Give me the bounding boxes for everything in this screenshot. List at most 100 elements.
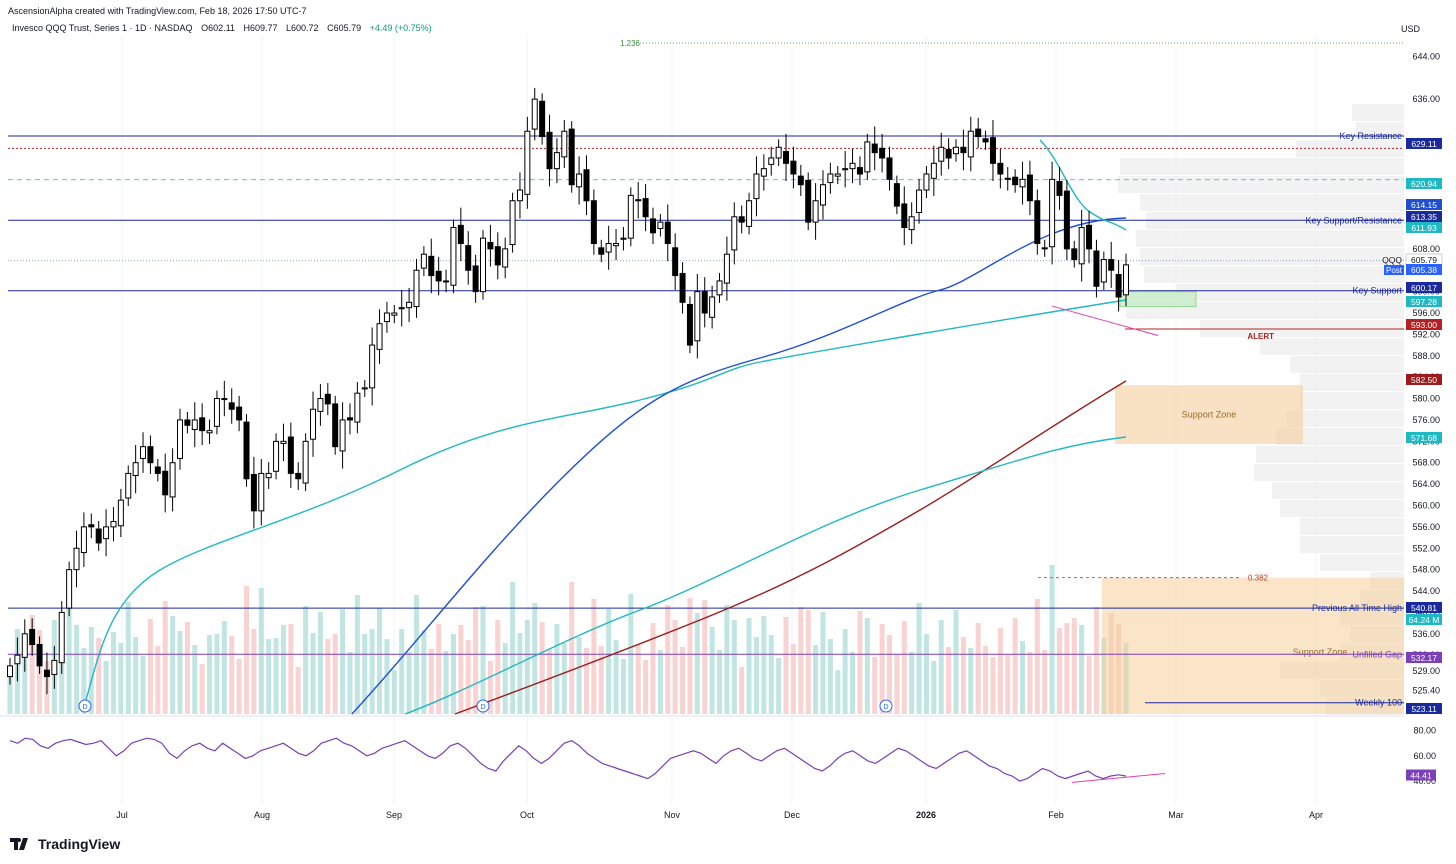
candle-body: [975, 128, 982, 138]
candle-body: [391, 312, 398, 316]
volume-bar: [266, 639, 272, 714]
volume-profile-bar: [1290, 356, 1404, 373]
volume-bar: [1071, 618, 1077, 714]
x-axis-tick-label: Feb: [1048, 810, 1064, 820]
volume-bar: [110, 632, 116, 714]
volume-bar: [657, 650, 663, 714]
ohlc-high: H609.77: [243, 23, 278, 33]
candle-body: [265, 472, 272, 479]
candle-body: [494, 246, 501, 266]
volume-bar: [133, 637, 139, 714]
price-axis-tick-label: 636.00: [1412, 94, 1440, 104]
candle-body: [428, 255, 435, 277]
sma100-line: [85, 299, 1127, 701]
symbol-name[interactable]: Invesco QQQ Trust, Series 1 · 1D · NASDA…: [12, 23, 193, 33]
volume-bar: [1056, 628, 1062, 714]
volume-bar: [539, 622, 545, 714]
price-axis-tick-label: 580.00: [1412, 394, 1440, 404]
support-zone-lower: [1102, 577, 1404, 714]
candle-body: [302, 440, 309, 484]
price-axis-tick-label: 529.00: [1412, 666, 1440, 676]
key-level-label: Key Support/Resistance: [1305, 215, 1402, 225]
candle-body: [273, 440, 280, 472]
volume-profile-bar: [1320, 554, 1404, 571]
candle-body: [849, 162, 856, 170]
price-axis-tick-label: 525.40: [1412, 685, 1440, 695]
volume-bar: [96, 638, 102, 714]
rsi-line: [9, 737, 1127, 782]
key-level-label: Weekly 100: [1355, 698, 1402, 708]
volume-bar: [450, 634, 456, 714]
volume-bar: [81, 648, 87, 714]
volume-bar: [739, 667, 745, 714]
candle-body: [783, 151, 790, 164]
tradingview-logo[interactable]: TradingView: [10, 836, 120, 852]
volume-profile-bar: [1286, 410, 1404, 427]
candle-body: [465, 245, 472, 271]
volume-bar: [340, 609, 346, 714]
volume-bar: [960, 637, 966, 714]
currency-label[interactable]: USD: [1400, 24, 1420, 34]
candle-body: [7, 665, 13, 678]
candle-body: [679, 272, 686, 303]
volume-bar: [192, 645, 198, 714]
candle-body: [768, 157, 775, 165]
support-zone-upper: [1115, 385, 1303, 445]
volume-bar: [850, 652, 856, 714]
volume-bar: [731, 620, 737, 714]
symbol-tag: QQQ: [1382, 255, 1402, 265]
candle-body: [88, 524, 95, 528]
candle-body: [132, 462, 139, 477]
price-axis-tick-label: 568.00: [1412, 458, 1440, 468]
volume-bar: [1027, 652, 1033, 714]
candle-body: [228, 402, 235, 410]
candle-body: [509, 200, 516, 246]
candle-body: [908, 216, 915, 231]
sma50-line: [351, 217, 1127, 715]
candle-body: [738, 216, 745, 223]
post-tag-box: [1384, 265, 1404, 275]
volume-bar: [502, 643, 508, 714]
volume-bar: [125, 602, 131, 714]
key-level-label: Key Resistance: [1339, 131, 1402, 141]
candle-body: [879, 147, 886, 159]
candle-body: [354, 392, 361, 423]
volume-bar: [406, 652, 412, 714]
volume-bar: [820, 612, 826, 714]
price-axis-tick-label: 576.00: [1412, 415, 1440, 425]
candle-body: [923, 173, 930, 191]
price-tag-label: 593.00: [1411, 320, 1437, 330]
volume-bar: [576, 637, 582, 714]
x-axis-tick-label: Aug: [254, 810, 270, 820]
price-tag-box: [1406, 374, 1442, 385]
ohlc-change: +4.49 (+0.75%): [369, 23, 432, 33]
price-tag-label: 629.11: [1411, 139, 1437, 149]
candle-body: [546, 131, 553, 170]
price-tag-box: [1406, 703, 1442, 714]
volume-bar: [864, 618, 870, 714]
candle-body: [819, 184, 826, 206]
candle-body: [605, 243, 612, 253]
volume-bar: [1012, 618, 1018, 714]
candle-body: [686, 303, 693, 346]
support-zone-label: Support Zone: [1182, 410, 1237, 420]
volume-bar: [872, 657, 878, 714]
price-axis-tick-label: 560.00: [1412, 500, 1440, 510]
price-tag-label: 523.11: [1411, 704, 1437, 714]
volume-bar: [1034, 599, 1040, 714]
volume-profile-bar: [1176, 284, 1404, 301]
x-axis-tick-label: 2026: [916, 810, 936, 820]
dividend-marker-label: D: [480, 704, 485, 711]
price-tag-box: [1406, 319, 1442, 330]
volume-bar: [458, 625, 464, 714]
candle-body: [1063, 190, 1070, 250]
price-axis-tick-label: 588.00: [1412, 351, 1440, 361]
candle-body: [29, 629, 36, 645]
volume-bar: [184, 622, 190, 714]
volume-bar: [103, 661, 109, 714]
candle-body: [531, 98, 538, 130]
key-level-label: ALERT: [1247, 332, 1274, 341]
volume-bar: [362, 634, 368, 714]
candle-body: [657, 221, 664, 230]
